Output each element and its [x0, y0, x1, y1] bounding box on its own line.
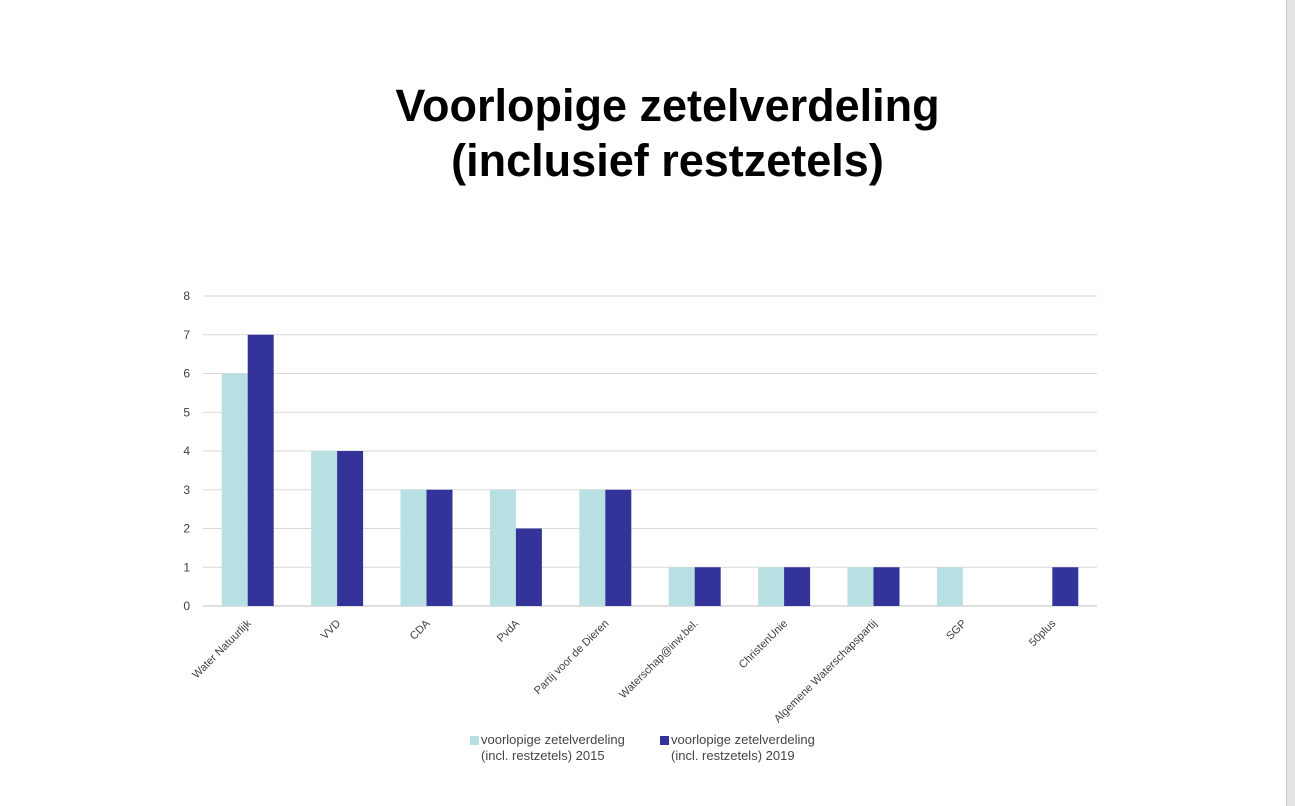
legend-item-2019: voorlopige zetelverdeling (incl. restzet…: [660, 732, 832, 764]
bar-2019-5: [694, 567, 721, 606]
legend-label-2015: voorlopige zetelverdeling (incl. restzet…: [481, 732, 625, 764]
page-edge: [1286, 0, 1295, 806]
bar-2019-3: [515, 528, 542, 606]
y-tick-label-4: 4: [183, 444, 190, 458]
x-tick-label-7: Algemene Waterschapspartij: [772, 618, 880, 726]
x-tick-label-0: Water Natuurlijk: [190, 617, 254, 681]
bar-2019-1: [337, 451, 364, 606]
legend-label-2019-line-1: voorlopige zetelverdeling: [671, 732, 815, 747]
bar-2019-6: [784, 567, 811, 606]
bar-2015-3: [489, 489, 516, 606]
chart-title: Voorlopige zetelverdeling (inclusief res…: [0, 78, 1295, 188]
legend-label-2015-line-1: voorlopige zetelverdeling: [481, 732, 625, 747]
x-tick-label-9: 50plus: [1027, 617, 1059, 649]
y-tick-label-3: 3: [183, 483, 190, 497]
x-tick-label-4: Partij voor de Dieren: [532, 618, 611, 697]
bar-2015-8: [936, 567, 963, 606]
bar-2015-7: [847, 567, 874, 606]
y-tick-label-8: 8: [183, 289, 190, 303]
bar-2015-1: [311, 451, 338, 606]
chart-title-line-2: (inclusief restzetels): [451, 135, 884, 186]
legend-swatch-2015: [470, 736, 479, 745]
chart-title-line-1: Voorlopige zetelverdeling: [395, 80, 940, 131]
bar-2019-7: [873, 567, 900, 606]
legend-swatch-2019: [660, 736, 669, 745]
legend-label-2019: voorlopige zetelverdeling (incl. restzet…: [671, 732, 815, 764]
bar-2019-9: [1052, 567, 1079, 606]
legend-label-2015-line-2: (incl. restzetels) 2015: [481, 748, 605, 763]
bar-2015-2: [400, 489, 427, 606]
bar-2015-4: [579, 489, 606, 606]
legend-label-2019-line-2: (incl. restzetels) 2019: [671, 748, 795, 763]
x-tick-label-2: CDA: [408, 617, 433, 642]
x-tick-label-8: SGP: [944, 618, 969, 643]
legend-item-2015: voorlopige zetelverdeling (incl. restzet…: [470, 732, 642, 764]
bar-2015-0: [221, 373, 248, 606]
y-tick-label-0: 0: [183, 599, 190, 613]
x-tick-label-6: ChristenUnie: [737, 618, 790, 671]
x-tick-label-1: VVD: [319, 618, 344, 643]
x-tick-label-5: Waterschap@inw.bel.: [617, 618, 701, 702]
y-tick-label-7: 7: [183, 328, 190, 342]
y-tick-label-2: 2: [183, 522, 190, 536]
y-tick-label-5: 5: [183, 405, 190, 419]
y-tick-label-1: 1: [183, 560, 190, 574]
x-tick-label-3: PvdA: [495, 617, 523, 645]
bar-2019-2: [426, 489, 453, 606]
bar-2019-4: [605, 489, 632, 606]
bar-2019-0: [247, 334, 274, 606]
bar-2015-5: [668, 567, 695, 606]
legend: voorlopige zetelverdeling (incl. restzet…: [470, 732, 832, 764]
bar-2015-6: [758, 567, 785, 606]
y-tick-label-6: 6: [183, 367, 190, 381]
